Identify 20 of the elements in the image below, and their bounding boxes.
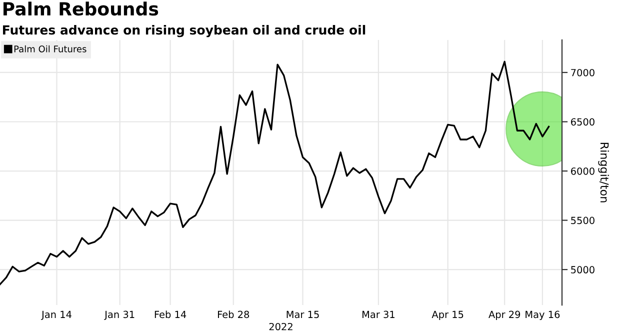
y-tick-label: 5000 [571,266,594,274]
y-tick-label: 7000 [571,68,594,76]
y-tick-label: 5500 [571,216,594,224]
y-tick-label: 6500 [571,118,594,126]
chart-title: Palm Rebounds [4,2,158,16]
x-tick-label: Jan 14 [41,310,72,320]
y-axis-title: Ringgit/ton [598,142,609,202]
x-tick-label: Feb 28 [218,310,250,318]
line-series [0,60,550,286]
x-tick-label: Feb 14 [154,310,186,318]
x-tick-label: Apr 29 [488,310,520,320]
x-tick-label: Jan 31 [104,310,134,320]
chart-subtitle: Futures advance on rising soybean oil and crude oil [3,24,366,38]
x-tick-label: Apr 15 [432,310,464,320]
y-tick-label: 6000 [571,167,594,175]
x-tick-label: Mar 15 [286,310,319,318]
x-tick-label: Mar 31 [362,310,394,318]
x-tick-label: May 16 [526,310,560,320]
x-axis-title: 2022 [269,322,292,330]
legend-label: Palm Oil Futures [14,45,86,52]
